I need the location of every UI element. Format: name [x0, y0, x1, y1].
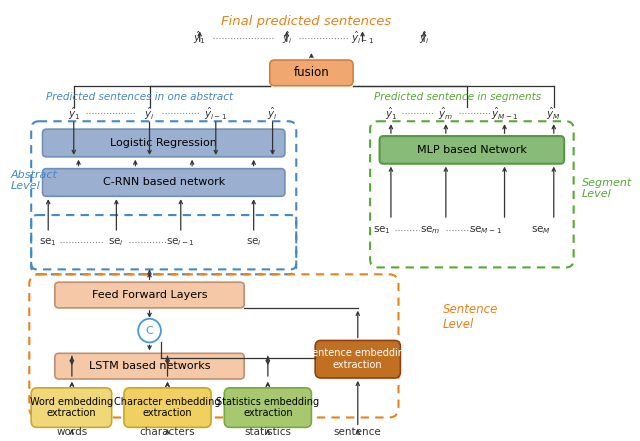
Text: $\hat{y}_i$: $\hat{y}_i$ — [282, 30, 292, 46]
Text: C-RNN based network: C-RNN based network — [102, 177, 225, 187]
Text: Predicted sentences in one abstract: Predicted sentences in one abstract — [47, 92, 234, 101]
Text: $\hat{y}_m$: $\hat{y}_m$ — [438, 105, 453, 122]
FancyBboxPatch shape — [224, 388, 312, 427]
Text: Character embedding
extraction: Character embedding extraction — [115, 397, 221, 419]
Text: Final predicted sentences: Final predicted sentences — [221, 15, 391, 28]
Text: se$_{M-1}$: se$_{M-1}$ — [469, 224, 502, 236]
Text: Statistics embedding
extraction: Statistics embedding extraction — [216, 397, 319, 419]
Text: se$_m$: se$_m$ — [420, 224, 441, 236]
FancyBboxPatch shape — [380, 136, 564, 164]
Text: se$_i$: se$_i$ — [108, 236, 124, 248]
Text: characters: characters — [140, 427, 195, 437]
FancyBboxPatch shape — [31, 388, 111, 427]
FancyBboxPatch shape — [124, 388, 211, 427]
Text: se$_{i-1}$: se$_{i-1}$ — [166, 236, 195, 248]
FancyBboxPatch shape — [315, 340, 401, 378]
FancyBboxPatch shape — [269, 60, 353, 86]
Text: Abstract
Level: Abstract Level — [10, 170, 57, 191]
Text: se$_i$: se$_i$ — [246, 236, 262, 248]
Text: C: C — [146, 325, 154, 336]
Text: Sentence embedding
extraction: Sentence embedding extraction — [306, 348, 410, 370]
Text: $\hat{y}_i$: $\hat{y}_i$ — [268, 105, 278, 122]
Text: MLP based Network: MLP based Network — [417, 145, 527, 155]
Text: LSTM based networks: LSTM based networks — [89, 361, 211, 371]
Text: se$_1$: se$_1$ — [372, 224, 390, 236]
Text: $\hat{y}_1$: $\hat{y}_1$ — [193, 30, 206, 46]
Text: $\hat{y}_1$: $\hat{y}_1$ — [385, 105, 397, 122]
Text: Predicted sentence in segments: Predicted sentence in segments — [374, 92, 541, 101]
Text: se$_1$: se$_1$ — [39, 236, 57, 248]
Text: Segment
Level: Segment Level — [582, 178, 632, 199]
Text: Feed Forward Layers: Feed Forward Layers — [92, 290, 207, 300]
FancyBboxPatch shape — [42, 129, 285, 157]
Text: $\hat{y}_M$: $\hat{y}_M$ — [547, 105, 561, 122]
Text: $\hat{y}_{M-1}$: $\hat{y}_{M-1}$ — [491, 105, 518, 122]
Text: $\hat{y}_{i-1}$: $\hat{y}_{i-1}$ — [204, 105, 227, 122]
Text: $\hat{y}_i$: $\hat{y}_i$ — [419, 30, 429, 46]
Text: Sentence
Level: Sentence Level — [443, 303, 499, 331]
Text: $\hat{y}_i$: $\hat{y}_i$ — [144, 105, 155, 122]
Text: Word embedding
extraction: Word embedding extraction — [30, 397, 113, 419]
Text: se$_M$: se$_M$ — [531, 224, 550, 236]
Text: words: words — [56, 427, 88, 437]
FancyBboxPatch shape — [42, 168, 285, 196]
Text: $\hat{y}_1$: $\hat{y}_1$ — [68, 105, 80, 122]
Text: fusion: fusion — [294, 67, 330, 79]
Text: Logistic Regression: Logistic Regression — [110, 138, 217, 148]
Text: sentence: sentence — [334, 427, 381, 437]
FancyBboxPatch shape — [55, 282, 244, 308]
Text: statistics: statistics — [244, 427, 291, 437]
Text: $\hat{y}_{i-1}$: $\hat{y}_{i-1}$ — [351, 30, 374, 46]
FancyBboxPatch shape — [55, 353, 244, 379]
